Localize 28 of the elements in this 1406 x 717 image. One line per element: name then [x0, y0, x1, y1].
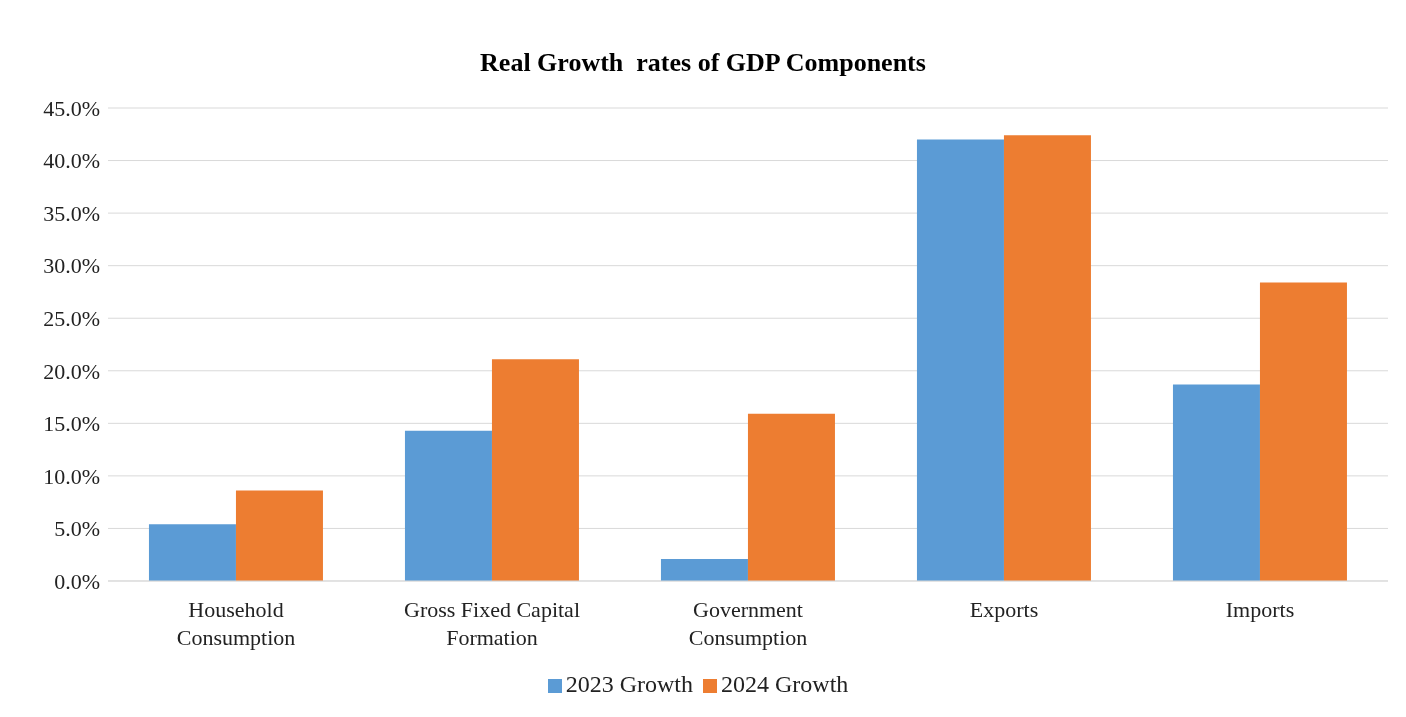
y-tick-label: 10.0% — [43, 463, 100, 489]
x-tick-label: Imports — [1225, 597, 1295, 622]
x-tick-label: Gross Fixed Capital Formation — [404, 597, 580, 650]
y-tick-label: 25.0% — [43, 306, 100, 332]
bar — [1172, 384, 1260, 581]
bar — [235, 490, 323, 581]
y-tick-label: 35.0% — [43, 200, 100, 226]
bar — [148, 524, 236, 581]
bar — [747, 413, 835, 581]
y-tick-label: 20.0% — [43, 358, 100, 384]
x-tick-label: Household Consumption — [176, 597, 296, 650]
legend-label: 2024 Growth — [721, 671, 849, 697]
y-tick-label: 0.0% — [54, 568, 100, 594]
bar — [660, 558, 748, 581]
bar — [1003, 135, 1091, 581]
y-tick-label: 40.0% — [43, 148, 100, 174]
legend-label: 2023 Growth — [565, 671, 693, 697]
x-tick-label: Government Consumption — [688, 597, 808, 650]
y-tick-label: 45.0% — [43, 95, 100, 121]
bar — [1259, 282, 1347, 581]
chart-title: Real Growth rates of GDP Components — [479, 47, 927, 79]
y-tick-label: 15.0% — [43, 411, 100, 437]
y-tick-label: 5.0% — [54, 516, 100, 542]
bar — [404, 430, 492, 581]
bar — [491, 359, 579, 581]
x-tick-label: Exports — [969, 597, 1039, 622]
bar — [916, 139, 1004, 581]
y-tick-label: 30.0% — [43, 253, 100, 279]
